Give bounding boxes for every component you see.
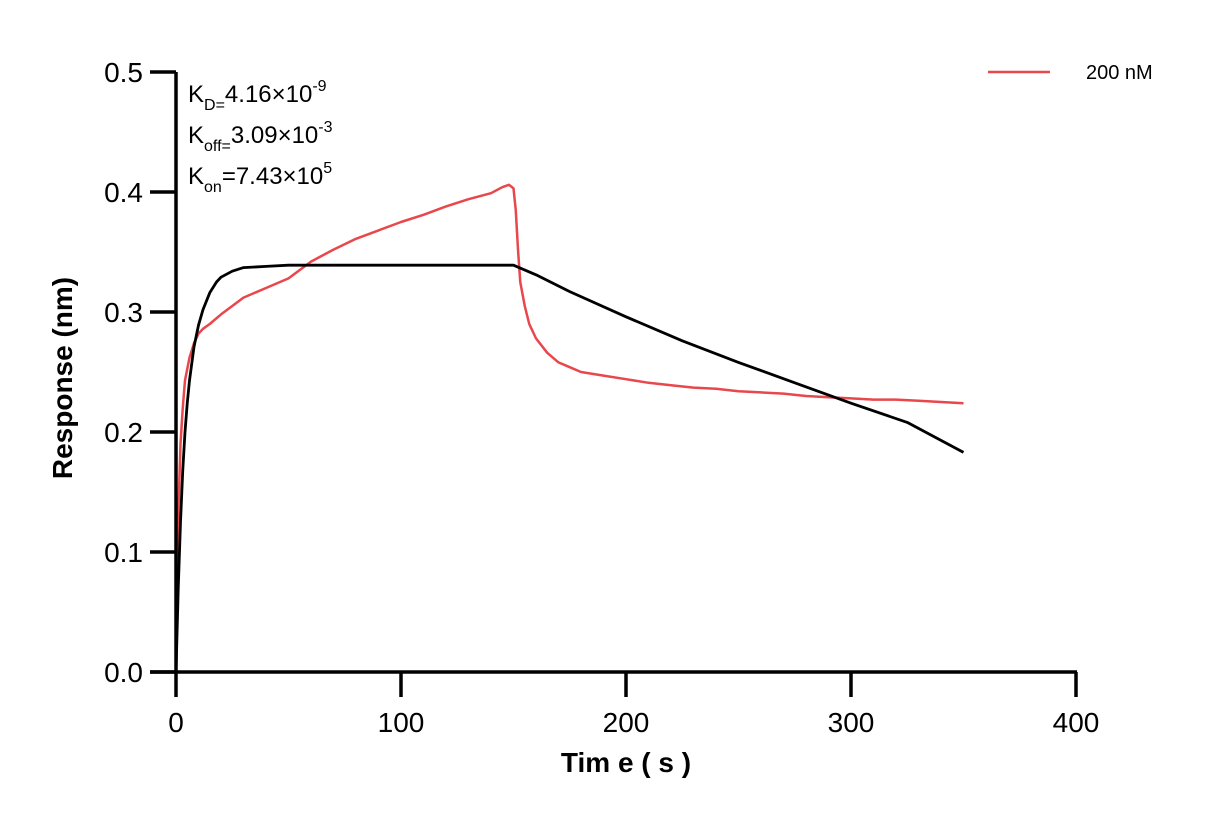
- annotation-value: 4.16×10: [225, 81, 312, 108]
- annotation-sub: D=: [204, 97, 225, 114]
- annotation-sub: on: [204, 179, 222, 196]
- series-line-200nm: [174, 183, 964, 673]
- annotation-value: 3.09×10: [231, 122, 318, 149]
- fit-curve-line: [174, 263, 965, 673]
- series-layer: [174, 183, 965, 673]
- x-tick-label: 300: [828, 707, 875, 738]
- annotation-sup: -9: [312, 78, 326, 95]
- y-tick-label: 0.2: [104, 417, 143, 448]
- annotation-sub: off=: [204, 138, 231, 155]
- y-tick-label: 0.4: [104, 177, 143, 208]
- y-axis-ticks: 0.0 0.1 0.2 0.3 0.4 0.5: [104, 57, 176, 688]
- annotation-sup: 5: [323, 160, 332, 177]
- x-tick-label: 400: [1053, 707, 1100, 738]
- x-axis-ticks: 0 100 200 300 400: [168, 672, 1099, 738]
- x-tick-label: 100: [378, 707, 425, 738]
- annotation-value: =7.43×10: [222, 163, 323, 190]
- legend: 200 nM: [988, 62, 1153, 84]
- legend-label-200nm: 200 nM: [1086, 62, 1153, 84]
- y-axis-title: Response (nm): [47, 277, 78, 479]
- annotation-base: K: [188, 122, 204, 149]
- y-tick-label: 0.1: [104, 537, 143, 568]
- kinetic-constant-line: Kon=7.43×105: [188, 160, 332, 196]
- annotation-base: K: [188, 81, 204, 108]
- x-tick-label: 200: [603, 707, 650, 738]
- x-tick-label: 0: [168, 707, 184, 738]
- y-tick-label: 0.0: [104, 657, 143, 688]
- kinetic-constant-line: Koff=3.09×10-3: [188, 119, 333, 155]
- y-tick-label: 0.3: [104, 297, 143, 328]
- kinetic-constant-line: KD=4.16×10-9: [188, 78, 327, 114]
- annotation-base: K: [188, 163, 204, 190]
- y-tick-label: 0.5: [104, 57, 143, 88]
- x-axis-title: Tim e ( s ): [561, 747, 691, 778]
- annotation-sup: -3: [318, 119, 332, 136]
